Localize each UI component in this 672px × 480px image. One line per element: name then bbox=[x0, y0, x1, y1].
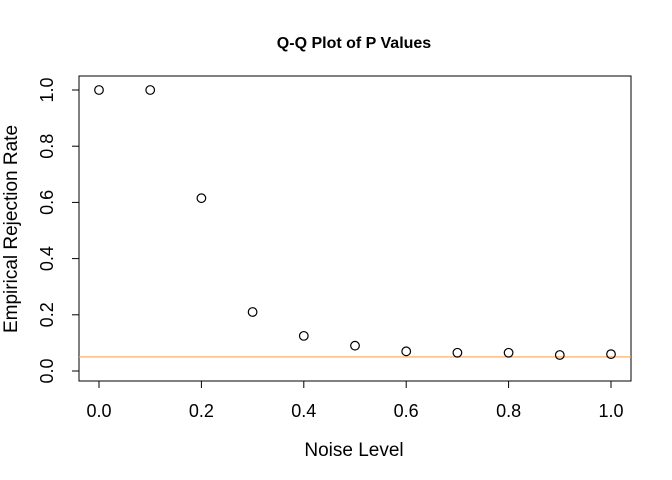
y-tick-label: 1.0 bbox=[37, 77, 57, 102]
y-tick-label: 0.6 bbox=[37, 190, 57, 215]
y-axis-label: Empirical Rejection Rate bbox=[1, 125, 22, 333]
chart-title: Q-Q Plot of P Values bbox=[277, 35, 432, 52]
data-point bbox=[401, 346, 412, 357]
x-tick-label: 0.2 bbox=[189, 401, 214, 421]
data-point bbox=[298, 330, 309, 341]
y-tick-label: 0.0 bbox=[37, 358, 57, 383]
data-point bbox=[554, 350, 565, 360]
x-tick-label: 0.8 bbox=[496, 401, 521, 421]
x-tick-label: 1.0 bbox=[598, 401, 623, 421]
data-point bbox=[452, 347, 463, 358]
data-point bbox=[196, 193, 207, 204]
plot-area-border bbox=[78, 75, 632, 382]
data-point bbox=[606, 349, 616, 360]
y-tick-label: 0.2 bbox=[37, 302, 57, 327]
x-tick-label: 0.0 bbox=[86, 401, 111, 421]
x-axis: 0.0 0.2 0.4 0.6 0.8 1.0 bbox=[86, 380, 624, 421]
data-points bbox=[94, 85, 616, 360]
x-tick-label: 0.4 bbox=[291, 401, 316, 421]
y-tick-label: 0.4 bbox=[37, 246, 57, 271]
y-axis: 0.0 0.2 0.4 0.6 0.8 1.0 bbox=[37, 77, 80, 384]
data-point bbox=[350, 340, 360, 351]
data-point bbox=[247, 307, 258, 317]
x-tick-label: 0.6 bbox=[394, 401, 419, 421]
data-point bbox=[145, 85, 156, 95]
y-tick-label: 0.8 bbox=[37, 134, 57, 159]
data-point bbox=[503, 347, 514, 358]
x-axis-label: Noise Level bbox=[304, 440, 403, 461]
data-point bbox=[94, 85, 104, 95]
